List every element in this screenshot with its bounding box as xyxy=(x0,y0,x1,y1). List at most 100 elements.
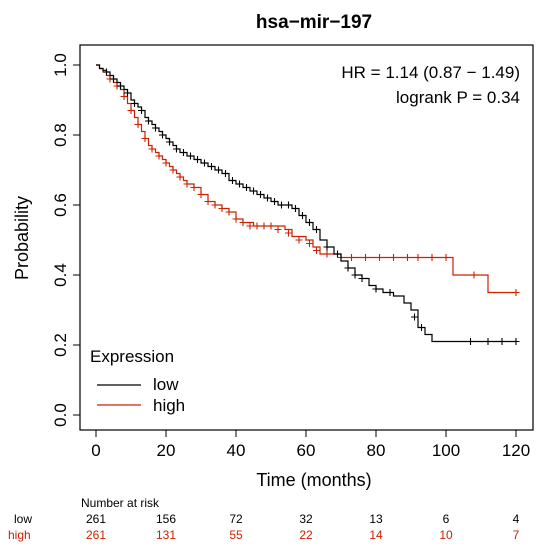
censor-mark-low xyxy=(351,271,359,279)
censor-mark-low xyxy=(131,100,138,107)
censor-mark-high xyxy=(127,107,135,114)
censor-mark-low xyxy=(201,159,208,167)
censor-mark-low xyxy=(187,152,194,160)
x-tick-label: 60 xyxy=(297,441,316,460)
risk-value-low: 156 xyxy=(156,512,176,526)
x-tick-label: 0 xyxy=(91,441,100,460)
censor-mark-high xyxy=(148,145,156,153)
censor-mark-low xyxy=(159,131,166,139)
censor-mark-high xyxy=(225,208,233,216)
x-axis-label: Time (months) xyxy=(256,470,371,490)
risk-row-label-high: high xyxy=(8,528,31,542)
x-tick-label: 120 xyxy=(502,441,530,460)
censor-mark-low xyxy=(386,289,394,296)
censor-mark-high xyxy=(120,93,128,100)
x-tick-label: 100 xyxy=(432,441,460,460)
y-tick-label: 1.0 xyxy=(51,53,70,77)
censor-mark-low xyxy=(166,138,173,146)
censor-mark-low xyxy=(334,250,341,258)
risk-value-low: 32 xyxy=(299,512,313,526)
censor-mark-high xyxy=(260,222,268,230)
survival-curve-high xyxy=(96,64,516,294)
censor-mark-high xyxy=(267,222,275,230)
censor-mark-high xyxy=(169,166,177,174)
censor-mark-low xyxy=(103,68,110,76)
censor-mark-low xyxy=(285,201,292,209)
censor-mark-low xyxy=(124,89,131,97)
y-tick-label: 0.6 xyxy=(51,193,70,217)
risk-row-label-low: low xyxy=(14,512,32,526)
censor-mark-high xyxy=(218,205,226,212)
censor-mark-high xyxy=(246,222,254,230)
censor-mark-high xyxy=(155,152,163,160)
risk-value-high: 10 xyxy=(439,528,453,542)
censor-mark-low xyxy=(215,166,222,174)
censor-mark-high xyxy=(211,201,219,209)
censor-mark-low xyxy=(306,219,313,226)
logrank-p-label: logrank P = 0.34 xyxy=(396,88,520,107)
censor-mark-high xyxy=(141,135,149,142)
chart-title: hsa−mir−197 xyxy=(256,12,372,33)
censor-mark-high xyxy=(404,254,411,261)
legend-label-low: low xyxy=(153,375,179,394)
censor-mark-high xyxy=(428,254,436,261)
censor-mark-high xyxy=(512,289,520,296)
censor-mark-low xyxy=(152,124,159,132)
risk-table: Number at risk low high 261 156 72 32 13 6 426… xyxy=(8,496,520,542)
censor-mark-low xyxy=(110,75,117,83)
risk-values: 261 156 72 32 13 6 4 261 131 55 22 14 10 7 xyxy=(86,512,520,542)
censor-mark-low xyxy=(372,285,380,293)
y-tick-label: 0.0 xyxy=(51,403,70,427)
censor-mark-low xyxy=(145,117,152,125)
series-layer xyxy=(96,64,520,345)
censor-mark-low xyxy=(208,163,215,170)
x-tick-label: 40 xyxy=(227,441,246,460)
hazard-ratio-label: HR = 1.14 (0.87 − 1.49) xyxy=(341,63,520,82)
x-axis: 0 20 40 60 80 100 120 xyxy=(91,429,530,460)
legend-label-high: high xyxy=(153,396,185,415)
censor-mark-low xyxy=(138,107,145,114)
censor-mark-high xyxy=(134,121,142,128)
censor-mark-high xyxy=(204,198,212,205)
censor-mark-low xyxy=(257,191,264,198)
censor-mark-low xyxy=(484,338,492,345)
legend: Expression low high xyxy=(90,347,185,415)
censor-mark-high xyxy=(183,180,191,188)
censor-mark-high xyxy=(295,236,303,244)
censor-mark-low xyxy=(358,275,366,282)
risk-value-high: 7 xyxy=(513,528,520,542)
censor-mark-low xyxy=(411,313,418,321)
censor-mark-high xyxy=(176,173,184,181)
censor-mark-high xyxy=(323,250,331,258)
censor-mark-high xyxy=(470,271,478,279)
x-tick-label: 80 xyxy=(367,441,386,460)
censor-mark-high xyxy=(390,254,397,261)
y-tick-label: 0.4 xyxy=(51,263,70,287)
censor-mark-low xyxy=(313,226,320,233)
censor-mark-high xyxy=(197,191,205,198)
censor-mark-low xyxy=(250,187,257,195)
censor-mark-low xyxy=(264,194,271,202)
censor-mark-low xyxy=(180,149,187,156)
censor-mark-high xyxy=(313,247,320,254)
y-axis: 0.0 0.2 0.4 0.6 0.8 1.0 xyxy=(51,53,81,427)
censor-mark-high xyxy=(442,254,450,261)
censor-mark-low xyxy=(271,198,278,205)
censor-mark-high xyxy=(348,254,355,261)
censor-mark-low xyxy=(194,156,201,163)
risk-value-low: 261 xyxy=(86,512,106,526)
censor-mark-low xyxy=(498,338,506,345)
censor-mark-high xyxy=(162,159,170,167)
y-tick-label: 0.8 xyxy=(51,123,70,147)
censor-mark-low xyxy=(418,324,425,331)
censor-mark-high xyxy=(306,240,313,247)
censor-mark-low xyxy=(323,243,331,251)
risk-value-high: 131 xyxy=(156,528,176,542)
x-tick-label: 20 xyxy=(157,441,176,460)
y-axis-label: Probability xyxy=(12,196,32,280)
risk-table-header: Number at risk xyxy=(81,496,160,510)
censor-mark-low xyxy=(467,338,474,345)
censor-mark-high xyxy=(253,222,261,230)
risk-value-low: 6 xyxy=(443,512,450,526)
